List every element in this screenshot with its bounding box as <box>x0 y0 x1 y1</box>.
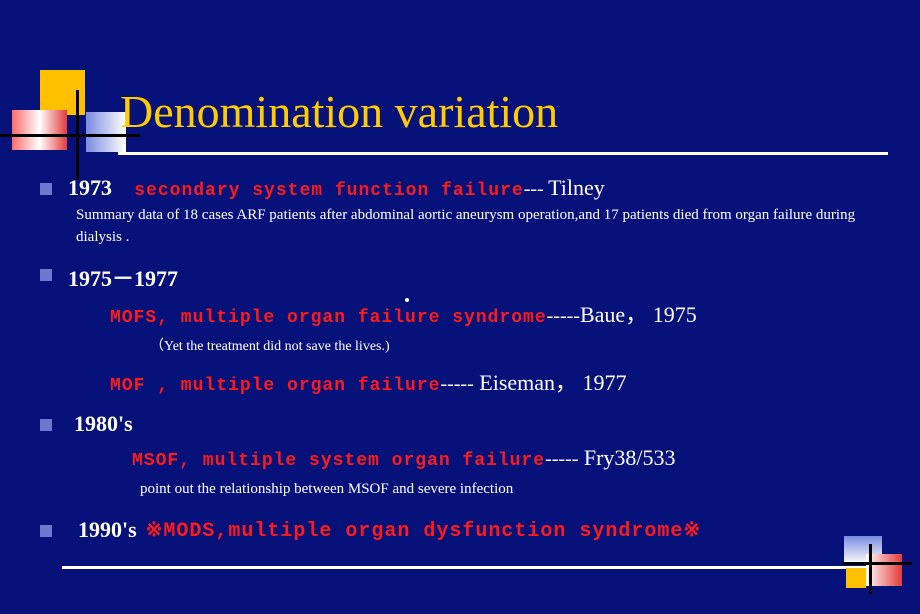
term-text: MOFS, multiple organ failure syndrome <box>110 308 547 328</box>
deco-cross-horizontal <box>842 562 912 565</box>
dash-text: ----- <box>547 305 580 327</box>
year-label: 1990's <box>78 517 137 543</box>
sub-1975-mofs: MOFS, multiple organ failure syndrome---… <box>110 297 890 329</box>
slide-title: Denomination variation <box>120 85 558 138</box>
content-area: 1973 secondary system function failure--… <box>40 175 890 547</box>
bullet-icon <box>40 269 52 281</box>
deco-square-red <box>12 110 67 150</box>
author-text: Tilney <box>548 175 605 200</box>
tiny-dot <box>405 298 409 302</box>
item-1980: 1980's <box>40 411 890 437</box>
dash-text: ----- <box>545 448 578 470</box>
sub-1977-mof: MOF , multiple organ failure----- Eisema… <box>110 365 890 397</box>
deco-cross-horizontal <box>0 134 140 137</box>
sub-1980-msof: MSOF, multiple system organ failure-----… <box>132 445 890 471</box>
item-1973: 1973 secondary system function failure--… <box>40 175 890 201</box>
author-text: Fry38/533 <box>578 445 675 470</box>
bullet-icon <box>40 525 52 537</box>
item-1975: 1975－1977 <box>40 261 890 293</box>
decoration-bottom-right <box>802 536 902 596</box>
term-text: MOF , multiple organ failure <box>110 376 440 396</box>
deco-square-yellow <box>846 568 866 588</box>
bottom-underline <box>62 566 880 569</box>
term-text: secondary system function failure <box>134 181 523 201</box>
bullet-icon <box>40 183 52 195</box>
dash-text: ----- <box>440 373 473 395</box>
year-label: 1973 <box>68 175 112 200</box>
deco-cross-vertical <box>76 90 79 180</box>
dash-text: --- <box>524 178 544 200</box>
note-mofs: （Yet the treatment did not save the live… <box>150 337 890 357</box>
slide: Denomination variation 1973 secondary sy… <box>0 0 920 614</box>
note-msof: point out the relationship between MSOF … <box>140 479 890 501</box>
term-text: ※MODS,multiple organ dysfunction syndrom… <box>146 517 702 543</box>
year-label: 1980's <box>74 411 133 437</box>
year-label: 1975－1977 <box>68 261 178 293</box>
item-1990: 1990's ※MODS,multiple organ dysfunction … <box>40 517 890 543</box>
deco-cross-vertical <box>869 544 872 594</box>
title-underline <box>118 152 888 155</box>
term-text: MSOF, multiple system organ failure <box>132 451 545 471</box>
author-text: Eiseman， 1977 <box>474 370 627 395</box>
bullet-icon <box>40 419 52 431</box>
author-text: Baue， 1975 <box>580 302 697 327</box>
note-1973: Summary data of 18 cases ARF patients af… <box>76 205 886 249</box>
